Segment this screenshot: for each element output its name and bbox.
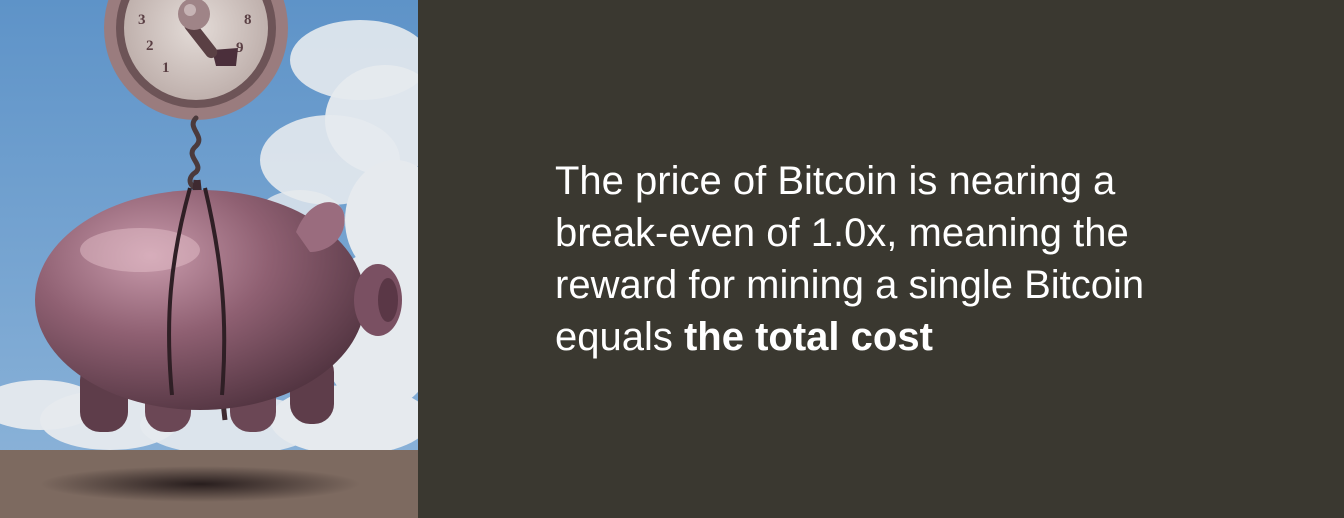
pig-shadow — [40, 466, 360, 502]
dial-number-1: 1 — [162, 60, 170, 76]
dial-number-9: 9 — [236, 40, 244, 56]
headline-line-3: reward for mining a single Bitcoin — [555, 263, 1145, 307]
piggy-bank-scale-illustration: 3 2 1 8 9 — [0, 0, 418, 518]
headline-emphasis: the total cost — [683, 315, 933, 359]
headline-line-4: equals the total cost — [555, 311, 1275, 363]
headline-line-2: break-even of 1.0x, meaning the — [555, 211, 1129, 255]
headline-line-1: The price of Bitcoin is nearing a — [555, 159, 1116, 203]
dial-number-8: 8 — [244, 12, 252, 28]
piggy-bank — [35, 190, 402, 432]
piggy-bank-scale-image: 3 2 1 8 9 — [0, 0, 418, 518]
scale-dial: 3 2 1 8 9 — [104, 0, 288, 120]
headline-text: The price of Bitcoin is nearing a break-… — [555, 155, 1275, 363]
dial-number-3: 3 — [138, 12, 146, 28]
headline-line-4-prefix: equals — [555, 315, 684, 359]
dial-number-2: 2 — [146, 38, 154, 54]
straps-front — [167, 187, 227, 396]
